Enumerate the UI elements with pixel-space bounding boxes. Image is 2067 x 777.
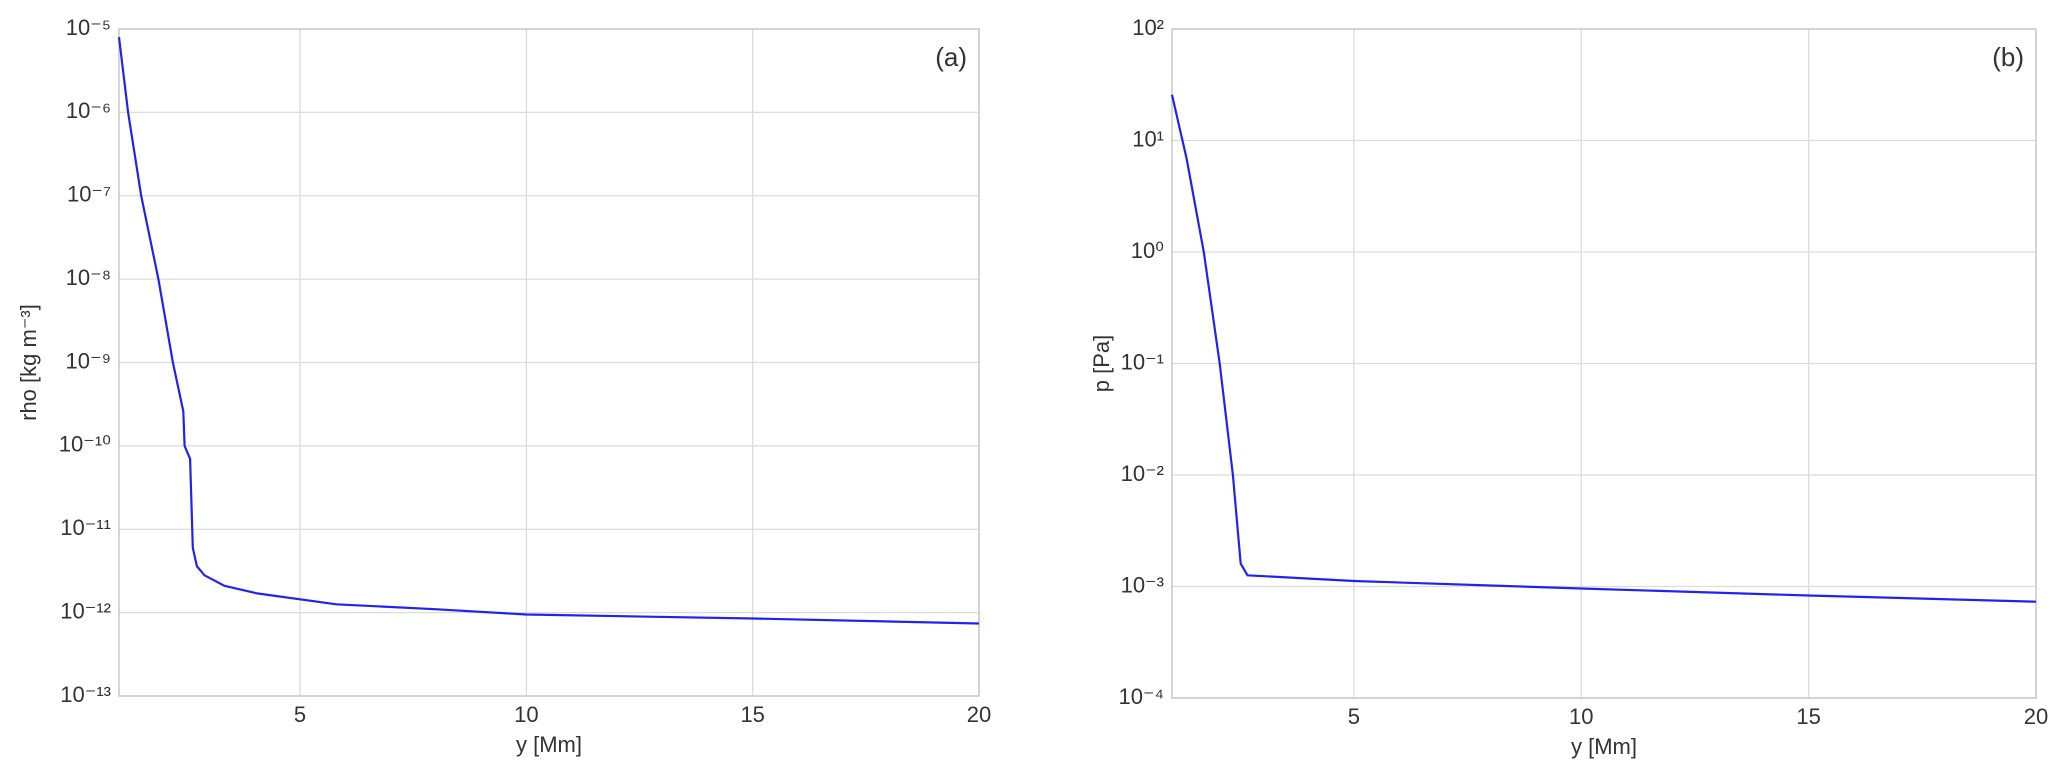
x-tick-label: 20 <box>967 702 991 727</box>
x-axis-label: y [Mm] <box>516 732 582 757</box>
y-tick-label: 10⁻⁴ <box>1118 684 1164 709</box>
y-tick-label: 10⁻⁶ <box>66 98 111 123</box>
plot-frame <box>1171 28 2037 699</box>
data-line <box>1170 94 2037 603</box>
plot-frame <box>118 28 980 697</box>
y-axis-label: p [Pa] <box>1089 335 1114 392</box>
y-tick-label: 10⁻¹ <box>1121 349 1164 374</box>
x-tick-label: 5 <box>1348 704 1360 729</box>
x-tick-label: 15 <box>740 702 764 727</box>
y-tick-label: 10⁻¹³ <box>60 682 111 707</box>
y-tick-label: 10² <box>1132 15 1164 40</box>
data-line <box>117 36 980 625</box>
y-tick-label: 10⁻¹⁰ <box>59 432 111 457</box>
y-tick-label: 10⁻¹² <box>60 598 111 623</box>
y-tick-label: 10⁻⁷ <box>67 182 111 207</box>
y-tick-label: 10⁻² <box>1121 461 1164 486</box>
y-axis-label: rho [kg m⁻³] <box>16 304 41 421</box>
y-tick-label: 10¹ <box>1132 126 1164 151</box>
y-tick-label: 10⁻⁵ <box>66 15 111 40</box>
x-tick-label: 20 <box>2024 704 2048 729</box>
x-axis-label: y [Mm] <box>1571 734 1637 759</box>
y-tick-label: 10⁻¹¹ <box>60 515 111 540</box>
x-tick-label: 10 <box>1569 704 1593 729</box>
x-tick-label: 5 <box>294 702 306 727</box>
x-tick-label: 15 <box>1796 704 1820 729</box>
y-tick-label: 10⁻⁸ <box>66 265 111 290</box>
annotation: (a) <box>935 42 967 72</box>
y-tick-label: 10⁻³ <box>1121 572 1164 597</box>
x-tick-label: 10 <box>514 702 538 727</box>
annotation: (b) <box>1992 42 2024 72</box>
y-tick-label: 10⁰ <box>1131 238 1164 263</box>
y-tick-label: 10⁻⁹ <box>65 348 111 373</box>
